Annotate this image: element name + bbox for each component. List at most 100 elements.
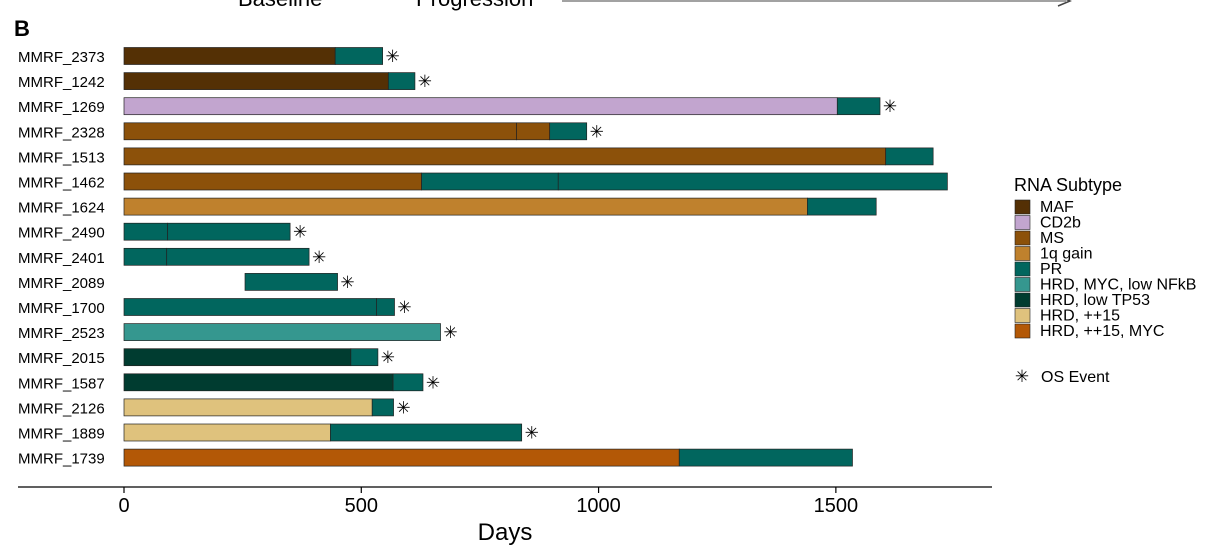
os-event-marker: ✳	[883, 97, 897, 116]
patient-row: MMRF_1624	[18, 197, 877, 217]
legend-label: HRD, MYC, low NFkB	[1040, 277, 1196, 294]
bar-segment	[123, 97, 838, 116]
x-axis: 0 500 1000 1500	[18, 486, 992, 517]
patient-row: MMRF_1700 ✳	[18, 298, 412, 317]
bar-segment	[123, 122, 517, 141]
patient-label: MMRF_2490	[18, 225, 105, 242]
patient-label: MMRF_2523	[18, 325, 105, 342]
os-event-marker: ✳	[525, 424, 539, 443]
patient-label: MMRF_1462	[18, 175, 105, 192]
bar-segment	[123, 47, 336, 65]
bar-segment	[123, 398, 373, 417]
patient-row: MMRF_2126 ✳	[18, 398, 411, 417]
legend-label: PR	[1040, 261, 1062, 278]
x-axis-label: Days	[478, 519, 533, 546]
patient-label: MMRF_1700	[18, 300, 105, 317]
os-event-marker: ✳	[443, 323, 457, 342]
bar-segment	[392, 373, 424, 392]
bar-segment	[123, 348, 352, 367]
legend-swatch	[1014, 246, 1031, 261]
patient-row: MMRF_1513	[18, 147, 934, 166]
os-event-marker: ✳	[418, 72, 432, 91]
bar-segment	[376, 298, 395, 316]
progression-arrow-head	[1057, 0, 1072, 7]
os-event-marker: ✳	[381, 348, 395, 367]
patient-label: MMRF_1889	[18, 426, 105, 443]
legend-swatch	[1014, 277, 1031, 292]
patient-row: MMRF_2523 ✳	[18, 323, 458, 342]
legend-entry: HRD, MYC, low NFkB	[1014, 277, 1196, 294]
patient-label: MMRF_2089	[18, 275, 105, 292]
bar-segment	[885, 147, 934, 166]
patient-label: MMRF_1269	[18, 99, 105, 116]
bar-segment	[123, 247, 168, 266]
patient-label: MMRF_2126	[18, 400, 105, 417]
bar-segment	[123, 423, 331, 442]
legend-entry: 1q gain	[1014, 246, 1093, 263]
bar-segment	[387, 72, 416, 90]
legend-label: MAF	[1040, 199, 1074, 216]
bar-segment	[167, 222, 291, 241]
patient-label: MMRF_2373	[18, 49, 105, 66]
bar-segment	[123, 373, 394, 392]
legend-entry: MS	[1014, 230, 1064, 247]
legend-swatch	[1014, 308, 1031, 323]
patient-row: MMRF_2373 ✳	[18, 47, 400, 66]
legend-swatch	[1014, 261, 1031, 277]
bar-segment	[123, 197, 808, 216]
legend-swatch	[1014, 199, 1031, 215]
patient-row: MMRF_2490 ✳	[18, 223, 307, 242]
patient-label: MMRF_1513	[18, 149, 105, 166]
bar-segment	[123, 448, 680, 467]
patient-label: MMRF_1739	[18, 451, 105, 468]
bar-segment	[557, 172, 948, 191]
legend-label: CD2b	[1040, 215, 1081, 232]
bar-segment	[421, 172, 559, 191]
patient-row: MMRF_2328 ✳	[18, 122, 604, 141]
bar-segment	[123, 323, 441, 341]
legend-entry: CD2b	[1014, 215, 1081, 232]
bar-segment	[836, 97, 881, 116]
legend-label: 1q gain	[1040, 246, 1093, 263]
bar-segment	[516, 122, 551, 141]
patient-label: MMRF_2328	[18, 124, 105, 141]
legend-title: RNA Subtype	[1014, 175, 1122, 195]
patient-label: MMRF_1242	[18, 74, 105, 91]
os-event-marker: ✳	[396, 398, 410, 417]
bar-segment	[334, 47, 383, 65]
patient-row: MMRF_1587 ✳	[18, 373, 440, 392]
x-tick-label: 1500	[814, 495, 859, 517]
patient-row: MMRF_2015 ✳	[18, 348, 395, 367]
patient-row: MMRF_1269 ✳	[18, 97, 897, 116]
bar-segment	[123, 222, 169, 241]
patient-row: MMRF_2401 ✳	[18, 248, 326, 267]
legend-label: HRD, ++15	[1040, 308, 1120, 325]
bar-segment	[123, 298, 377, 316]
patient-label: MMRF_1587	[18, 375, 105, 392]
bar-segment	[549, 122, 588, 141]
legend-swatch	[1014, 230, 1031, 246]
os-event-marker: ✳	[293, 223, 307, 242]
os-event-marker: ✳	[397, 298, 411, 317]
legend-entry: HRD, low TP53	[1014, 292, 1150, 309]
bar-segment	[244, 273, 338, 291]
progression-label: Progression	[416, 0, 533, 11]
patient-row: MMRF_1242 ✳	[18, 72, 432, 91]
legend-entry: HRD, ++15, MYC	[1014, 323, 1164, 340]
bar-segment	[123, 172, 422, 191]
os-event-marker: ✳	[386, 47, 400, 66]
os-event-marker: ✳	[312, 248, 326, 267]
panel-label: B	[14, 16, 30, 41]
os-event-legend-symbol: ✳	[1015, 367, 1029, 386]
legend-entry: MAF	[1014, 199, 1074, 216]
legend-swatch	[1014, 323, 1031, 339]
legend-label: HRD, ++15, MYC	[1040, 323, 1164, 340]
bar-segment	[166, 247, 310, 266]
patient-row: MMRF_1889 ✳	[18, 424, 539, 443]
bar-segment	[330, 423, 523, 442]
legend-label: MS	[1040, 230, 1064, 247]
legend-swatch	[1014, 215, 1031, 230]
patient-row: MMRF_2089 ✳	[18, 273, 355, 292]
